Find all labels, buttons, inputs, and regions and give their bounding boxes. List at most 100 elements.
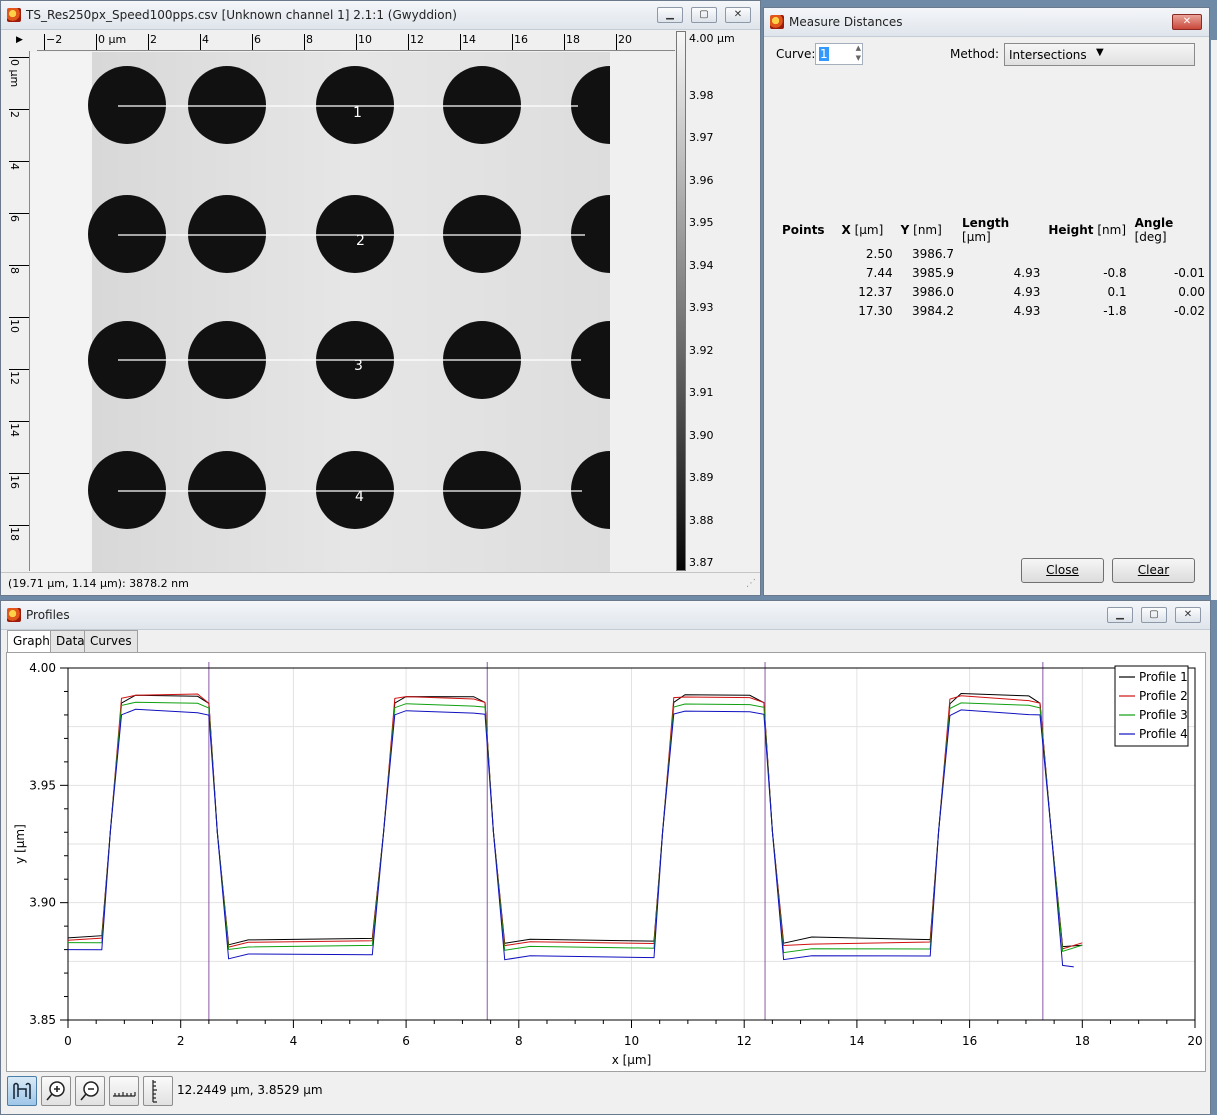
series-line (67, 693, 1083, 950)
table-cell: 0.00 (1178, 284, 1205, 299)
table-header: Length [µm] (962, 216, 1010, 244)
legend-entry: Profile 3 (1139, 708, 1188, 722)
image-window: TS_Res250px_Speed100pps.csv [Unknown cha… (0, 0, 761, 596)
zoom-out-icon (80, 1081, 99, 1101)
graph-cursor-readout: 12.2449 µm, 3.8529 µm (177, 1083, 323, 1097)
close-button[interactable]: ✕ (725, 7, 751, 23)
y-tick-label: 4.00 (29, 661, 56, 675)
vertical-ruler-icon (152, 1080, 157, 1103)
minimize-button[interactable]: ▁ (1107, 607, 1133, 623)
colorbar-label: 3.90 (689, 429, 714, 442)
h-ruler-label: 4 (202, 33, 209, 46)
h-ruler-label: 6 (254, 33, 261, 46)
h-ruler-tick (96, 34, 97, 50)
cursor-readout: (19.71 µm, 1.14 µm): 3878.2 nm (8, 577, 189, 590)
table-cell: -0.8 (1103, 265, 1127, 280)
table-row: 2.50 3986.7 (778, 244, 1209, 263)
method-dropdown[interactable]: Intersections ▼ (1004, 43, 1195, 66)
dialog-close-x-button[interactable]: ✕ (1172, 14, 1202, 30)
profiles-titlebar[interactable]: Profiles ▁ ▢ ✕ (1, 601, 1210, 630)
pointer-mode-button[interactable] (7, 1076, 37, 1106)
profile-line-label: 2 (356, 233, 365, 249)
table-cell: 2.50 (865, 246, 893, 261)
v-ruler-label: 4 (8, 163, 21, 170)
x-tick-label: 10 (624, 1034, 639, 1048)
measure-distances-dialog: Measure Distances ✕ Curve: 1 ▲ ▼ Method:… (763, 7, 1210, 596)
h-ruler-label: 10 (358, 33, 372, 46)
table-cell: -0.02 (1173, 303, 1205, 318)
pit (316, 195, 394, 273)
v-ruler-label: 6 (8, 215, 21, 222)
ruler-corner-arrow-icon[interactable]: ▶ (16, 35, 23, 45)
curve-value: 1 (819, 47, 829, 61)
minimize-button[interactable]: ▁ (657, 7, 683, 23)
image-window-titlebar[interactable]: TS_Res250px_Speed100pps.csv [Unknown cha… (1, 1, 760, 30)
tab-curves[interactable]: Curves (84, 630, 138, 652)
table-cell: 3985.9 (912, 265, 955, 280)
v-ruler-tick (9, 421, 29, 422)
h-ruler-label: 2 (150, 33, 157, 46)
v-ruler-tick (9, 525, 29, 526)
legend[interactable] (1114, 665, 1189, 747)
false-color-bar (676, 31, 686, 571)
v-ruler-tick (9, 213, 29, 214)
zoom-out-button[interactable] (75, 1076, 105, 1106)
afm-image-view[interactable]: 1 2 3 4 (30, 52, 610, 572)
table-cell (778, 244, 838, 263)
spin-down-icon[interactable]: ▼ (855, 54, 861, 62)
pit (188, 66, 266, 144)
colorbar-label: 3.97 (689, 131, 714, 144)
pit (443, 451, 521, 529)
resize-grip-icon[interactable]: ⋰ (746, 578, 756, 589)
v-ruler-tick (9, 57, 29, 58)
x-tick-label: 8 (515, 1034, 523, 1048)
profile-line-label: 1 (353, 105, 362, 121)
h-ruler-tick (356, 34, 357, 50)
pit (571, 451, 610, 529)
maximize-button[interactable]: ▢ (691, 7, 717, 23)
spin-up-icon[interactable]: ▲ (855, 44, 861, 52)
zoom-in-icon (46, 1081, 65, 1101)
colorbar-label: 3.96 (689, 174, 714, 187)
dialog-title: Measure Distances (789, 15, 903, 29)
colorbar-label: 3.94 (689, 259, 714, 272)
colorbar-label: 3.98 (689, 89, 714, 102)
profiles-chart[interactable]: 0 2 4 6 8 10 12 14 16 18 20 3.85 3.90 3.95 4.00 x [µm] y… (0, 652, 1205, 1070)
colorbar-label: 3.88 (689, 514, 714, 527)
zoom-in-button[interactable] (41, 1076, 71, 1106)
y-tick-label: 3.95 (29, 778, 56, 792)
colorbar-label: 3.87 (689, 556, 714, 569)
profile-line-label: 3 (354, 358, 363, 374)
curve-label: Curve: (776, 47, 816, 61)
pit (188, 195, 266, 273)
v-ruler-label: 0 µm (8, 59, 21, 88)
x-tick-label: 0 (64, 1034, 72, 1048)
v-ruler-label: 16 (8, 475, 21, 489)
pit (571, 66, 610, 144)
h-ruler-tick (200, 34, 201, 50)
v-ruler-label: 2 (8, 111, 21, 118)
colorbar-label: 3.91 (689, 386, 714, 399)
gwyddion-logo-icon (7, 608, 21, 622)
clear-button[interactable]: Clear (1112, 558, 1195, 583)
dialog-titlebar[interactable]: Measure Distances ✕ (764, 8, 1209, 37)
image-status-bar: (19.71 µm, 1.14 µm): 3878.2 nm ⋰ (1, 572, 760, 595)
horizontal-ruler: −2 0 µm 2 4 6 8 10 12 14 16 18 20 (37, 32, 675, 51)
table-cell: 4.93 (1013, 265, 1041, 280)
h-ruler-tick (304, 34, 305, 50)
h-ruler-tick (252, 34, 253, 50)
x-tick-label: 12 (737, 1034, 752, 1048)
h-ruler-tick (616, 34, 617, 50)
close-button[interactable]: Close (1021, 558, 1104, 583)
series-line (67, 692, 1083, 948)
y-ruler-button[interactable] (143, 1076, 173, 1106)
measurement-table: Points X [µm] Y [nm] Length [µm] Height [nm]… (778, 216, 1209, 320)
x-tick-label: 2 (177, 1034, 185, 1048)
h-ruler-label: 16 (514, 33, 528, 46)
curve-spinner[interactable]: 1 ▲ ▼ (815, 43, 863, 65)
pit (88, 195, 166, 273)
maximize-button[interactable]: ▢ (1141, 607, 1167, 623)
x-ruler-button[interactable] (109, 1076, 139, 1106)
tab-graph[interactable]: Graph (7, 630, 56, 653)
close-button[interactable]: ✕ (1175, 607, 1201, 623)
